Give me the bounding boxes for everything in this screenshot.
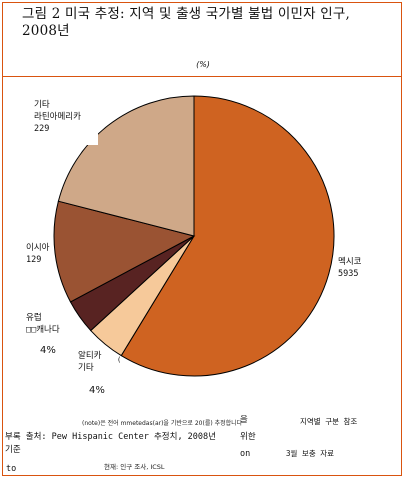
- footer-march-report: 3월 보충 자료: [286, 449, 335, 458]
- footer-gijun: 기준: [5, 445, 21, 455]
- label-mexico: 멕시코: [338, 257, 362, 267]
- label-other-line2: 기타: [78, 363, 94, 373]
- label-asia-value: 129: [26, 255, 42, 265]
- label-other-pct: 4%: [89, 385, 105, 396]
- chart-frame: [2, 2, 402, 476]
- label-other-latam-value: 229: [34, 124, 50, 134]
- footer-to: to: [6, 464, 17, 474]
- tiny-mark: (: [117, 356, 122, 364]
- footer-wihan: 위한: [240, 432, 256, 442]
- footer-small-note: (note)은 전어 mmetedas(ar)을 기반으로 20(를) 추정합니…: [82, 420, 243, 427]
- slice-mexico: [120, 95, 335, 377]
- chart-subtitle: (%): [196, 60, 210, 69]
- label-asia: 이시아: [26, 243, 50, 253]
- label-other-line1: 알티카: [78, 351, 102, 361]
- footer-on: on: [240, 449, 251, 459]
- slice-other-latin-america: [57, 95, 195, 237]
- header-divider: [2, 76, 402, 77]
- footer-region-ref: 지역별 구분 참조: [300, 417, 358, 426]
- label-mexico-value: 5935: [338, 269, 359, 279]
- slice-asia: [53, 200, 196, 303]
- label-europe-line1: 유럽: [26, 313, 42, 323]
- label-europe-line2: □□캐나다: [26, 325, 60, 335]
- footer-source: 부록 출처: Pew Hispanic Center 추정치, 2008년: [5, 432, 216, 442]
- footer-eul: 을: [240, 415, 248, 425]
- label-europe-pct: 4%: [40, 345, 56, 356]
- label-other-latam-line2: 라틴아메리카: [34, 112, 81, 122]
- footer-current-survey: 현재: 인구 조사, ICSL: [104, 463, 165, 471]
- label-mask: [86, 133, 98, 145]
- chart-title: 그림 2 미국 추정: 지역 및 출생 국가별 불법 이민자 인구, 2008년: [22, 6, 350, 39]
- label-other-latam-line1: 기타: [34, 100, 50, 110]
